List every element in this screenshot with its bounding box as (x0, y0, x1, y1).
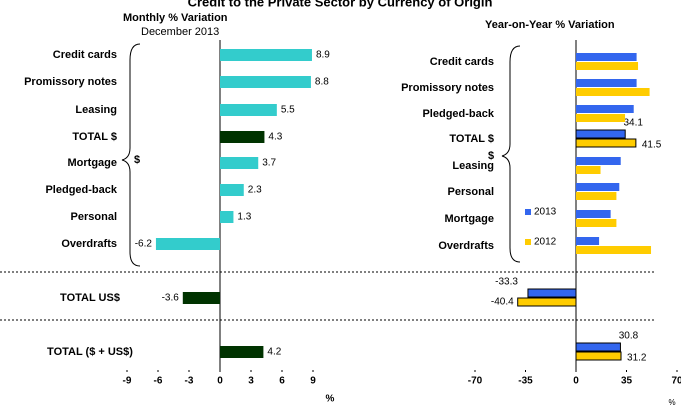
x-tick-label: 0 (573, 376, 579, 387)
value-label: 2.3 (248, 185, 262, 196)
bar (576, 157, 621, 165)
bar (576, 88, 650, 96)
value-label: 4.2 (267, 347, 281, 358)
bar (576, 219, 617, 227)
bar (576, 183, 620, 191)
bar (576, 105, 634, 113)
bar (220, 76, 311, 88)
bar (220, 104, 277, 116)
value-label: -6.2 (135, 239, 153, 250)
x-tick-label: -6 (154, 376, 163, 387)
x-axis-label: % (326, 394, 335, 405)
value-label: -40.4 (491, 297, 514, 308)
category-label: Personal (71, 211, 117, 223)
bar (220, 184, 244, 196)
value-label: 31.2 (627, 353, 647, 364)
category-label: Promissory notes (401, 82, 494, 94)
value-label: 8.9 (316, 50, 330, 61)
x-tick-label: 3 (248, 376, 254, 387)
brace (501, 45, 521, 263)
legend-swatch (525, 209, 531, 215)
bar (575, 129, 626, 139)
bar (576, 246, 652, 254)
bar (155, 238, 220, 250)
x-tick-label: 9 (310, 376, 316, 387)
x-tick-label: 6 (279, 376, 285, 387)
bar (576, 53, 637, 61)
bar (527, 288, 577, 298)
bar (575, 342, 621, 352)
legend-label: 2013 (534, 207, 557, 218)
value-label: 3.7 (262, 158, 276, 169)
category-label: Overdrafts (438, 240, 494, 252)
value-label: 41.5 (642, 140, 662, 151)
x-axis-label: % (668, 398, 675, 405)
group-label: $ (134, 154, 140, 166)
bar (220, 211, 234, 223)
bar (220, 157, 259, 169)
category-label: Pledged-back (422, 108, 494, 120)
bar (575, 138, 637, 148)
bar (576, 192, 617, 200)
category-label: Leasing (75, 104, 117, 116)
x-tick-label: 70 (671, 376, 681, 387)
category-label: TOTAL US$ (60, 292, 120, 304)
legend-label: 2012 (534, 237, 557, 248)
category-label: TOTAL $ (72, 131, 117, 143)
value-label: 5.5 (281, 105, 295, 116)
legend-swatch (525, 239, 531, 245)
category-label: Overdrafts (61, 238, 117, 250)
value-label: 30.8 (619, 331, 639, 342)
bar (220, 131, 265, 143)
value-label: -33.3 (495, 277, 518, 288)
category-label: Leasing (452, 160, 494, 172)
note: December 2013 (141, 26, 219, 38)
category-label: Mortgage (68, 157, 118, 169)
bar (575, 351, 622, 361)
x-tick-label: -9 (123, 376, 132, 387)
category-label: Promissory notes (24, 76, 117, 88)
bar (576, 166, 601, 174)
bar (576, 237, 600, 245)
subtitle: Monthly % Variation (123, 12, 228, 24)
chart-title: Credit to the Private Sector by Currency… (188, 0, 493, 9)
value-label: -3.6 (162, 293, 180, 304)
x-tick-label: -3 (185, 376, 194, 387)
category-label: Credit cards (430, 56, 494, 68)
category-label: Mortgage (445, 213, 495, 225)
bar (576, 210, 611, 218)
bar (576, 62, 639, 70)
subtitle: Year-on-Year % Variation (485, 19, 615, 31)
bar (517, 297, 577, 307)
value-label: 34.1 (623, 118, 643, 129)
brace (121, 43, 141, 267)
value-label: 1.3 (237, 212, 251, 223)
x-tick-label: 35 (621, 376, 633, 387)
x-tick-label: -35 (518, 376, 533, 387)
category-label: Credit cards (53, 49, 117, 61)
x-tick-label: 0 (217, 376, 223, 387)
category-label: TOTAL $ (449, 133, 494, 145)
bar (182, 292, 220, 304)
category-label: Pledged-back (45, 184, 117, 196)
value-label: 4.3 (268, 132, 282, 143)
value-label: 8.8 (315, 77, 329, 88)
x-tick-label: -70 (468, 376, 483, 387)
group-label: $ (488, 150, 494, 162)
category-label: TOTAL ($ + US$) (47, 346, 133, 358)
bar (576, 114, 626, 122)
bar (220, 49, 312, 61)
bar (220, 346, 264, 358)
bar (576, 79, 637, 87)
category-label: Personal (448, 186, 494, 198)
